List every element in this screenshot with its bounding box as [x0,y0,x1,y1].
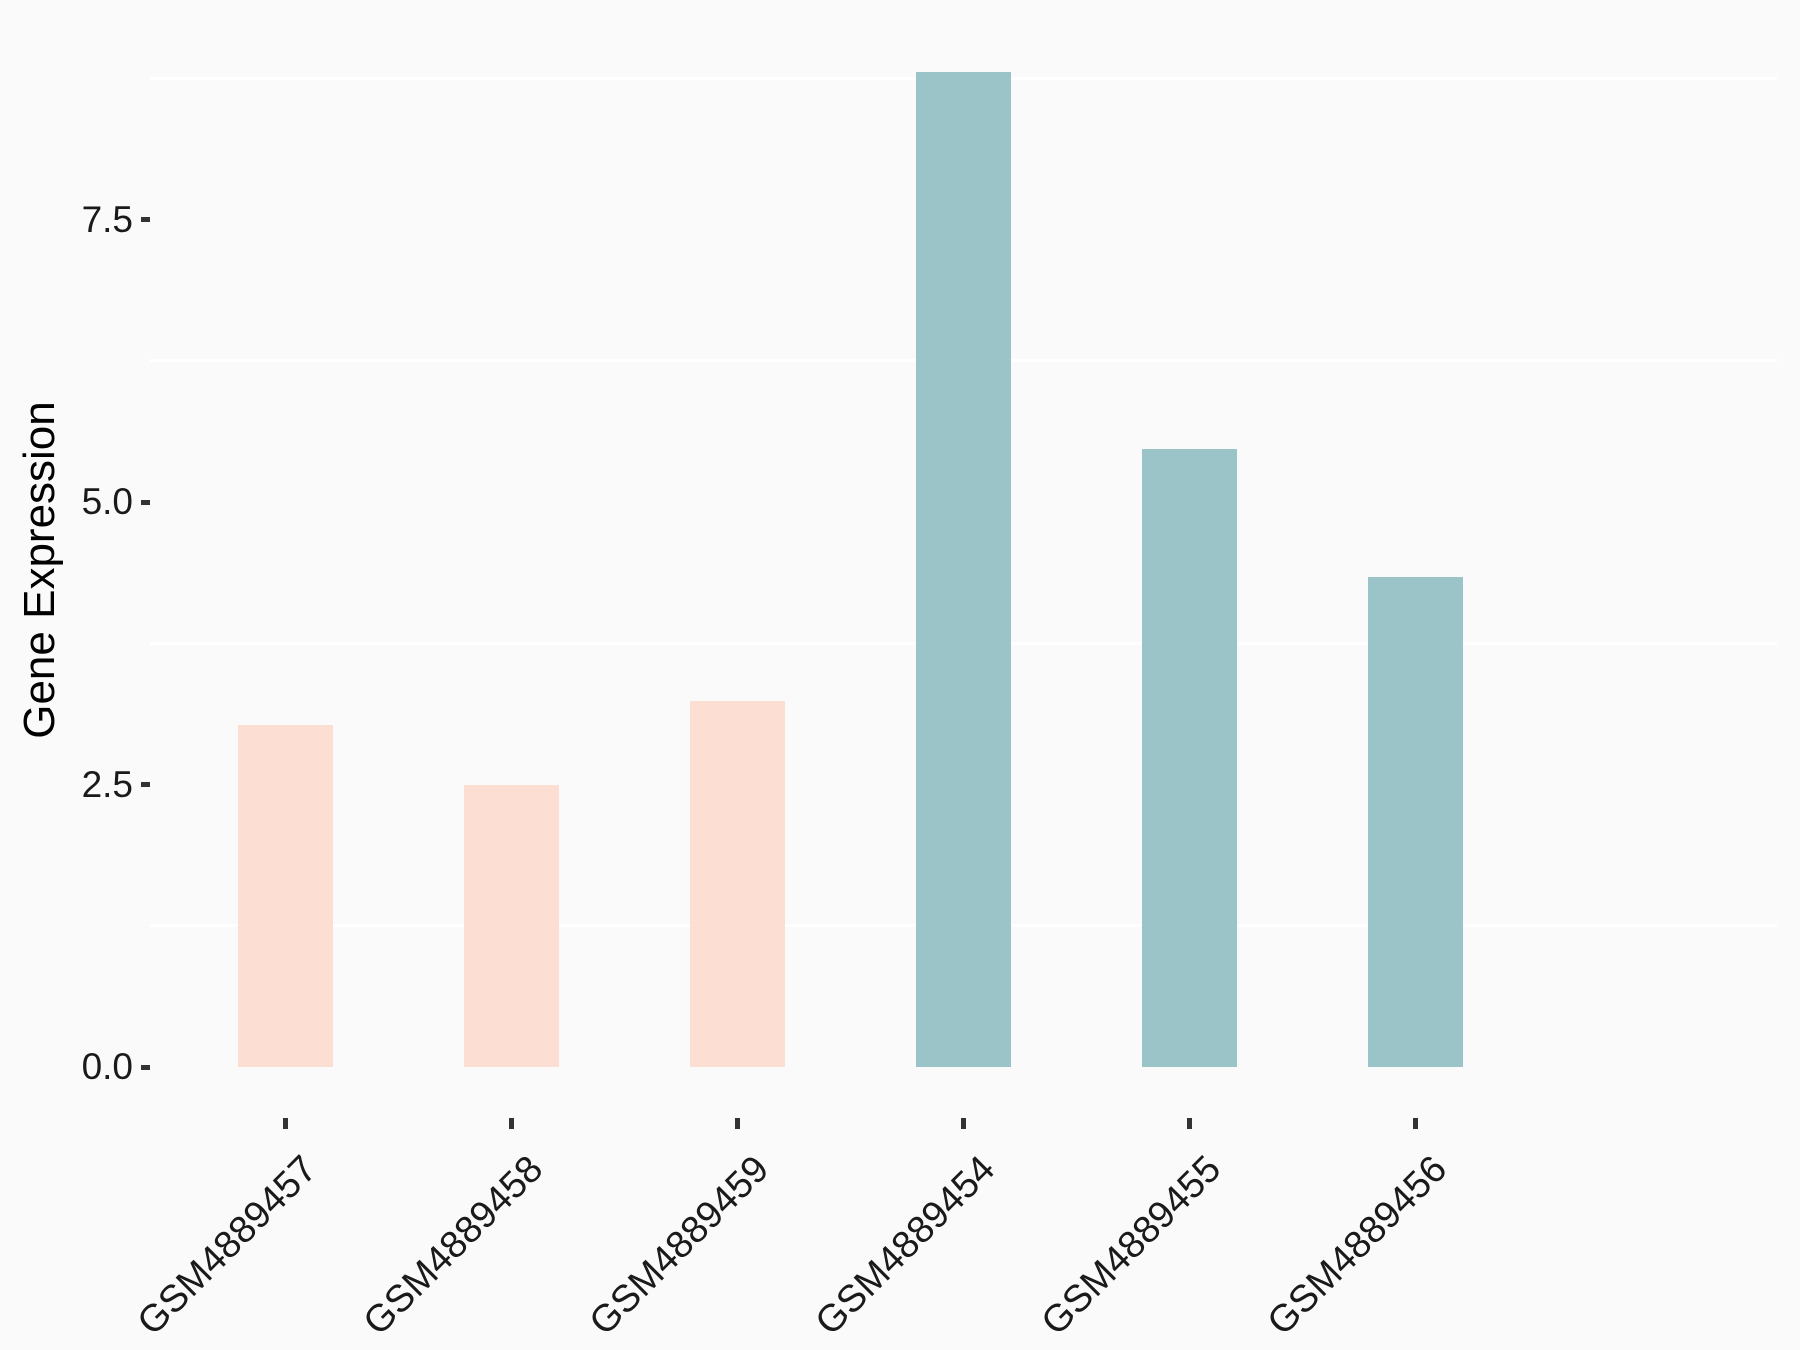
y-tick-label: 2.5 [81,763,133,805]
y-axis-title: Gene Expression [15,401,64,739]
x-axis-tick [1186,1118,1192,1129]
y-tick-label: 0.0 [81,1046,133,1088]
x-tick-label: GSM4889454 [807,1148,1004,1344]
x-axis-tick [283,1118,289,1129]
x-tick-label: GSM4889459 [581,1148,778,1344]
bar-GSM4889455 [1141,449,1237,1068]
x-axis-tick [1412,1118,1418,1129]
x-axis-tick [509,1118,515,1129]
y-tick-label: 5.0 [81,481,133,523]
x-axis-tick [961,1118,966,1129]
y-tick-label: 7.5 [81,198,133,240]
bar-GSM4889459 [690,701,786,1068]
y-axis-tick [141,217,150,223]
x-tick-label: GSM4889458 [355,1148,552,1344]
bar-GSM4889457 [238,724,334,1068]
x-tick-label: GSM4889456 [1259,1148,1456,1344]
x-axis-tick [735,1118,741,1129]
y-axis-tick [141,782,150,788]
plot-panel [150,22,1777,1118]
y-axis-tick [141,499,150,505]
bar-GSM4889454 [916,71,1011,1068]
y-axis-tick [141,1064,150,1070]
x-tick-label: GSM4889455 [1033,1148,1230,1344]
x-tick-label: GSM4889457 [129,1148,326,1344]
bar-GSM4889456 [1367,576,1463,1068]
bar-GSM4889458 [464,784,560,1068]
